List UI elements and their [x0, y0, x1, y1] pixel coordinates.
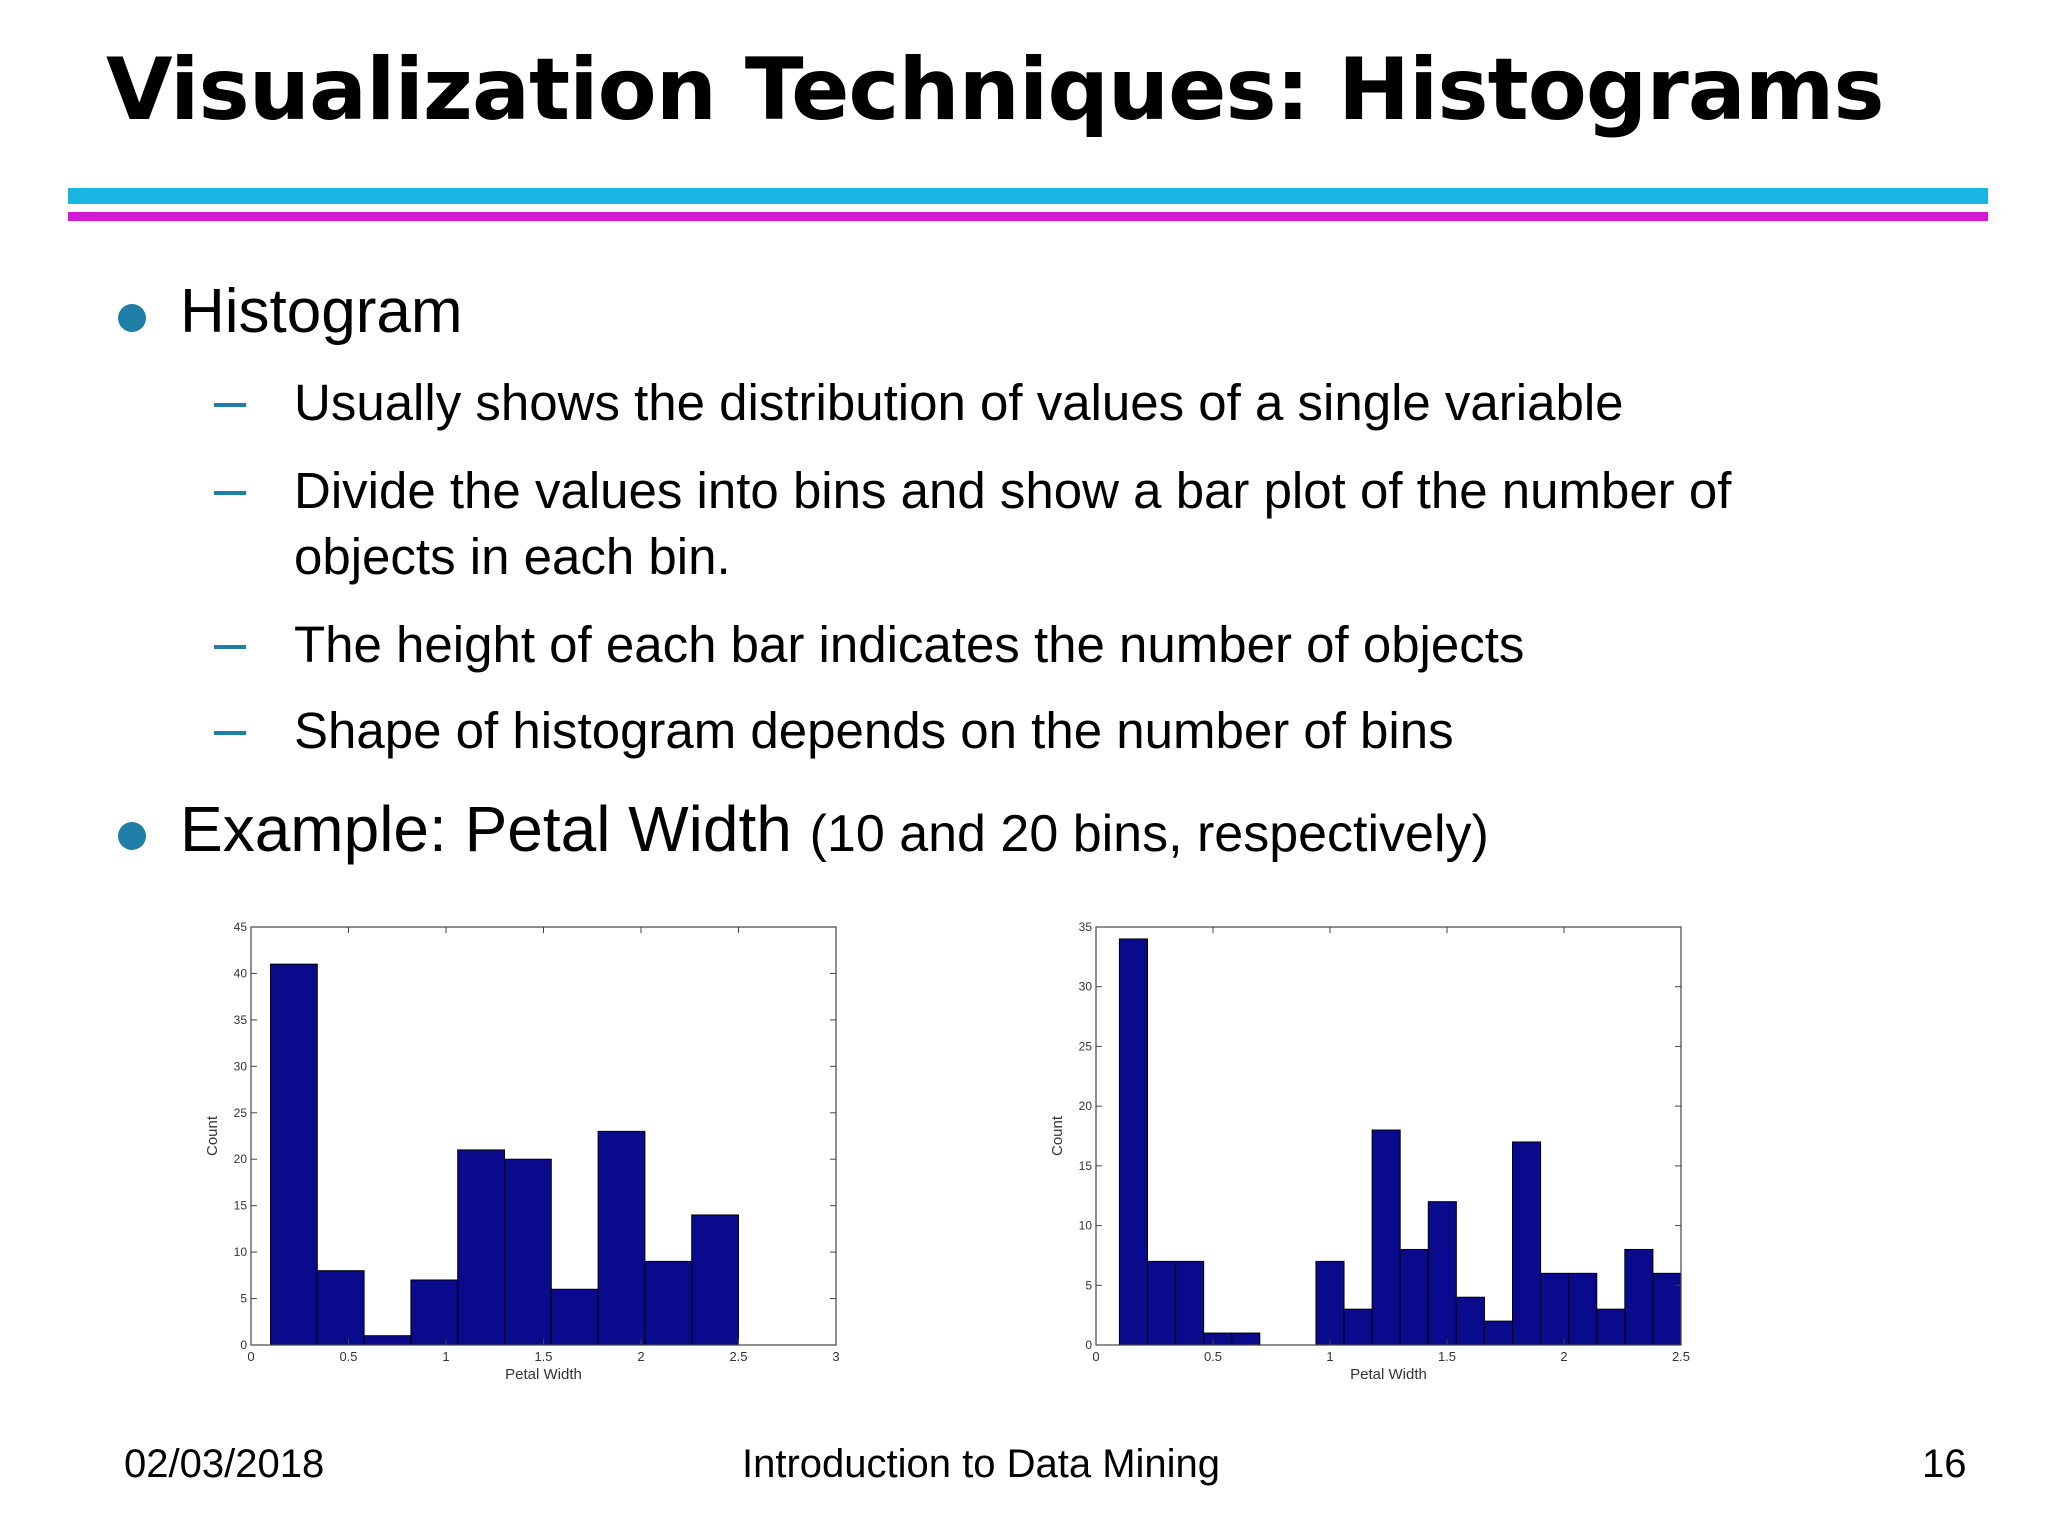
y-tick-label: 20	[1079, 1099, 1093, 1113]
footer-course: Introduction to Data Mining	[742, 1442, 1221, 1486]
x-tick-label: 1.5	[534, 1349, 552, 1364]
histogram-bar	[1596, 1308, 1626, 1346]
histogram-bar	[1512, 1141, 1542, 1346]
x-tick-label: 2	[637, 1349, 644, 1364]
histogram-bar	[1427, 1201, 1457, 1346]
y-tick-label: 0	[240, 1338, 247, 1352]
plot-frame	[1095, 926, 1682, 1346]
histogram-bar	[1568, 1272, 1598, 1346]
x-tick-label: 0.5	[1204, 1349, 1222, 1364]
sub-bullet-line: Divide the values into bins and show a b…	[294, 462, 1732, 519]
footer-date: 02/03/2018	[124, 1442, 325, 1486]
y-tick-label: 25	[1079, 1039, 1093, 1053]
y-tick-label: 10	[1079, 1219, 1093, 1233]
y-tick-label: 20	[234, 1152, 248, 1166]
y-tick-label: 10	[234, 1245, 248, 1259]
title-rule-magenta	[68, 212, 1988, 221]
bullet-main-text: Example: Petal Width	[180, 793, 792, 865]
x-tick-label: 0	[1092, 1349, 1099, 1364]
bullet-dot-icon	[118, 822, 146, 850]
sub-bullet-text: Divide the values into bins and show a b…	[294, 458, 1731, 590]
x-tick-label: 2	[1560, 1349, 1567, 1364]
histogram-bar	[1343, 1308, 1373, 1346]
histogram-bar	[270, 963, 318, 1346]
histogram-20-bins: 0 0.5 1 1.5 2 2.5 0 5 10 15 20 25 30 35 Petal Width Cou…	[1040, 905, 1700, 1410]
histogram-bar	[550, 1288, 599, 1346]
sub-bullet-text: Usually shows the distribution of values…	[294, 374, 1624, 431]
x-axis-label: Petal Width	[1350, 1366, 1427, 1383]
y-tick-label: 5	[1085, 1278, 1092, 1292]
histogram-bar	[1203, 1332, 1233, 1346]
y-tick-label: 15	[1079, 1159, 1093, 1173]
y-tick-label: 35	[234, 1013, 248, 1027]
sub-bullet-text: Shape of histogram depends on the number…	[294, 702, 1454, 759]
x-tick-label: 3	[832, 1349, 839, 1364]
y-tick-label: 30	[1079, 980, 1093, 994]
histogram-20-bins-svg: 0 0.5 1 1.5 2 2.5 0 5 10 15 20 25 30 35 Petal Width Cou…	[1049, 920, 1690, 1383]
y-tick-label: 0	[1085, 1338, 1092, 1352]
histogram-bar	[1652, 1272, 1682, 1346]
histogram-bar	[457, 1149, 506, 1346]
footer-page-number: 16	[1922, 1442, 1967, 1486]
y-tick-label: 15	[234, 1199, 248, 1213]
x-tick-label: 2.5	[729, 1349, 747, 1364]
y-tick-label: 35	[1079, 920, 1093, 934]
x-tick-label: 0.5	[339, 1349, 357, 1364]
bullet-text: Example: Petal Width (10 and 20 bins, re…	[180, 792, 1489, 866]
x-tick-label: 1	[1326, 1349, 1333, 1364]
y-tick-label: 40	[234, 966, 248, 980]
x-axis-label: Petal Width	[505, 1366, 582, 1383]
histogram-bar	[1624, 1248, 1654, 1346]
dash-icon	[214, 731, 246, 735]
y-tick-label: 5	[240, 1292, 247, 1306]
histogram-bar	[597, 1130, 646, 1346]
bullet-note: (10 and 20 bins, respectively)	[809, 805, 1489, 863]
slide-title: Visualization Techniques: Histograms	[106, 40, 1885, 140]
bullet-dot-icon	[118, 304, 146, 332]
title-rule-cyan	[68, 188, 1988, 204]
histogram-bar	[363, 1335, 412, 1346]
sub-bullet-line: objects in each bin.	[294, 528, 731, 585]
histogram-bar	[1231, 1332, 1261, 1346]
dash-icon	[214, 491, 246, 495]
y-tick-label: 45	[234, 920, 248, 934]
sub-bullet-text: The height of each bar indicates the num…	[294, 616, 1525, 673]
histogram-bar	[1399, 1248, 1429, 1346]
histogram-bar	[1315, 1260, 1345, 1346]
x-tick-label: 1.5	[1438, 1349, 1456, 1364]
histogram-10-bins: 0 0.5 1 1.5 2 2.5 3 0 5 10 15 20 25 30 35 40 45 Petal Wid…	[195, 905, 855, 1410]
histogram-bar	[644, 1260, 693, 1346]
dash-icon	[214, 403, 246, 407]
histogram-bar	[1483, 1320, 1514, 1346]
y-tick-label: 25	[234, 1106, 248, 1120]
histogram-bar	[1118, 938, 1148, 1346]
dash-icon	[214, 645, 246, 649]
histogram-bar	[410, 1279, 459, 1346]
histogram-bar	[1146, 1260, 1177, 1346]
bullet-text: Histogram	[180, 277, 463, 346]
x-tick-label: 0	[247, 1349, 254, 1364]
histogram-bar	[316, 1270, 365, 1346]
histogram-bar	[1455, 1296, 1485, 1346]
histogram-bar	[1540, 1272, 1570, 1346]
x-tick-label: 2.5	[1672, 1349, 1690, 1364]
y-axis-label: Count	[1049, 1115, 1066, 1156]
histogram-bar	[504, 1158, 552, 1346]
x-tick-label: 1	[442, 1349, 449, 1364]
histogram-bar	[691, 1214, 740, 1346]
histogram-bar	[1175, 1260, 1205, 1346]
y-tick-label: 30	[234, 1059, 248, 1073]
y-axis-label: Count	[204, 1115, 221, 1156]
histogram-bar	[1371, 1129, 1401, 1346]
